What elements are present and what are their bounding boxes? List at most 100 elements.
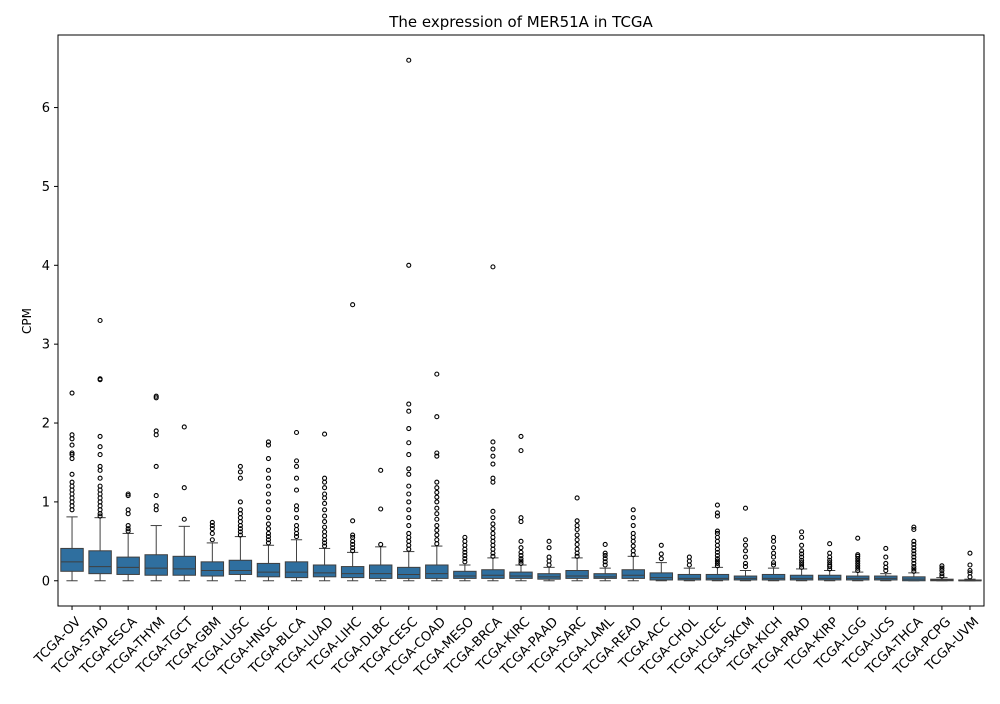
- box-group: [60, 390, 84, 582]
- outlier-point: [406, 483, 412, 489]
- outlier-point: [827, 550, 833, 556]
- outlier-point: [97, 433, 103, 439]
- outlier-point: [518, 515, 524, 521]
- box-group: [200, 519, 225, 582]
- outlier-point: [293, 458, 300, 464]
- outlier-point: [799, 562, 805, 568]
- box-group: [340, 302, 365, 582]
- iqr-box: [789, 574, 814, 581]
- outlier-point: [265, 475, 272, 481]
- outlier-point: [714, 560, 720, 566]
- outlier-point: [293, 463, 300, 469]
- outlier-point: [827, 562, 833, 568]
- outlier-point: [799, 554, 805, 560]
- outlier-point: [462, 549, 468, 555]
- outlier-point: [434, 494, 440, 500]
- outlier-point: [434, 414, 440, 420]
- outlier-point: [265, 515, 272, 521]
- iqr-box: [649, 572, 674, 581]
- outlier-point: [911, 551, 917, 557]
- outlier-point: [855, 565, 861, 571]
- outlier-point: [97, 444, 103, 450]
- outlier-point: [911, 526, 917, 533]
- outlier-point: [630, 548, 636, 554]
- box-group: [537, 538, 561, 582]
- outlier-point: [350, 548, 356, 554]
- outlier-point: [406, 57, 412, 63]
- outlier-point: [574, 532, 580, 538]
- outlier-point: [125, 507, 131, 513]
- y-axis-label: CPM: [20, 308, 34, 334]
- outlier-point: [125, 491, 131, 497]
- box-group: [144, 393, 168, 582]
- outlier-point: [518, 433, 524, 439]
- iqr-box: [116, 556, 140, 575]
- outlier-point: [265, 467, 272, 473]
- box-group: [705, 502, 730, 582]
- outlier-point: [322, 524, 328, 530]
- outlier-point: [406, 515, 412, 521]
- outlier-point: [434, 450, 440, 456]
- outlier-point: [490, 461, 496, 467]
- outlier-point: [293, 487, 300, 493]
- outlier-point: [462, 534, 468, 540]
- outlier-point: [518, 558, 524, 564]
- iqr-box: [340, 566, 365, 579]
- outlier-point: [265, 439, 272, 445]
- outlier-point: [490, 446, 496, 452]
- outlier-point: [630, 523, 636, 529]
- outlier-point: [939, 573, 945, 579]
- outlier-point: [125, 523, 131, 529]
- outlier-point: [434, 371, 440, 377]
- outlier-point: [602, 552, 608, 559]
- outlier-point: [490, 530, 496, 536]
- y-tick-label: 3: [42, 338, 50, 353]
- y-tick-label: 0: [42, 574, 50, 589]
- outlier-point: [686, 554, 692, 560]
- outlier-point: [799, 548, 805, 554]
- outlier-point: [97, 513, 103, 519]
- outlier-point: [967, 562, 973, 568]
- outlier-point: [770, 545, 777, 551]
- outlier-point: [153, 503, 159, 509]
- iqr-box: [312, 564, 337, 578]
- iqr-box: [565, 570, 589, 579]
- outlier-point: [855, 558, 861, 564]
- outlier-point: [209, 523, 215, 529]
- outlier-point: [714, 549, 720, 555]
- outlier-point: [799, 534, 805, 540]
- outlier-point: [939, 563, 945, 569]
- outlier-point: [434, 489, 440, 495]
- outlier-point: [911, 560, 917, 566]
- outlier-point: [574, 541, 580, 548]
- iqr-box: [761, 573, 786, 581]
- outlier-point: [322, 529, 328, 535]
- iqr-box: [817, 574, 842, 581]
- outlier-point: [602, 550, 608, 556]
- box-group: [368, 467, 393, 582]
- outlier-point: [97, 376, 103, 382]
- outlier-point: [939, 565, 945, 571]
- outlier-point: [714, 530, 720, 536]
- outlier-point: [293, 515, 300, 521]
- outlier-point: [911, 545, 917, 551]
- outlier-point: [714, 556, 720, 562]
- iqr-box: [593, 573, 617, 579]
- outlier-point: [911, 554, 917, 560]
- outlier-point: [237, 507, 243, 513]
- iqr-box: [228, 559, 253, 575]
- outlier-point: [153, 493, 159, 499]
- outlier-point: [293, 534, 300, 540]
- outlier-point: [742, 537, 749, 543]
- outlier-point: [911, 564, 917, 570]
- outlier-point: [714, 528, 720, 534]
- box-group: [228, 463, 253, 582]
- outlier-point: [406, 471, 412, 477]
- outlier-point: [237, 529, 243, 535]
- box-group: [509, 433, 533, 582]
- box-group: [958, 550, 982, 582]
- outlier-point: [518, 560, 524, 566]
- outlier-point: [602, 556, 608, 562]
